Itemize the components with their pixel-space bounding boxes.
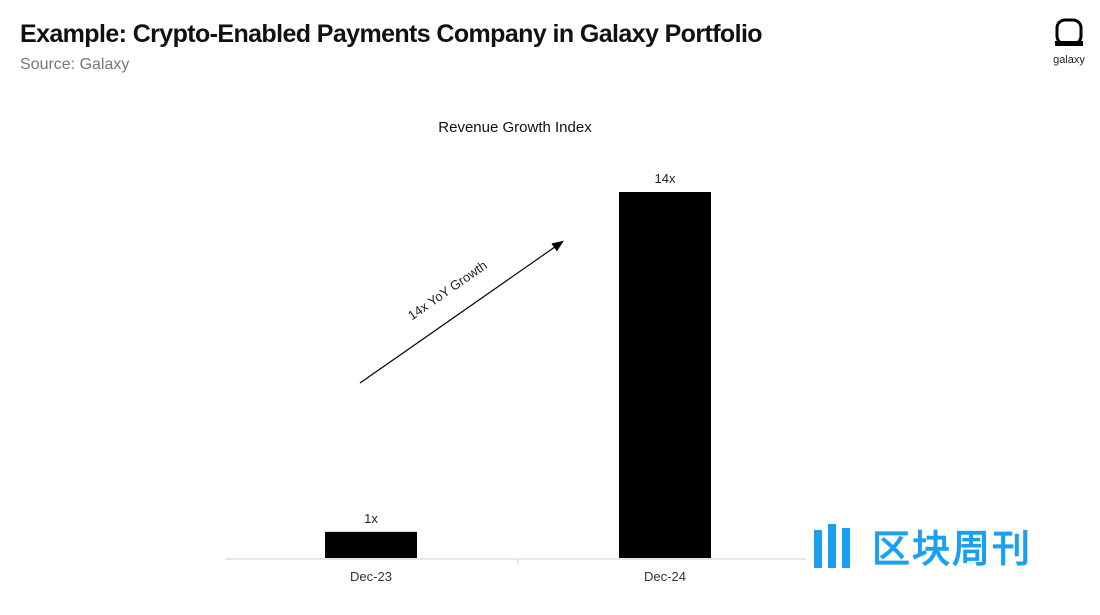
- bar-dec-24: [619, 192, 711, 558]
- galaxy-logo-icon: [1055, 18, 1083, 46]
- bar-dec-23: [325, 531, 417, 558]
- galaxy-logo: galaxy: [1048, 18, 1090, 70]
- chart-title: Revenue Growth Index: [438, 119, 592, 136]
- growth-arrow: [359, 240, 564, 384]
- galaxy-logo-text: galaxy: [1053, 54, 1085, 66]
- x-tick-label-dec-23: Dec-23: [350, 569, 392, 584]
- x-tick-label-dec-24: Dec-24: [644, 569, 686, 584]
- data-label-dec-24: 14x: [655, 171, 676, 186]
- data-label-dec-23: 1x: [364, 511, 378, 526]
- page-title: Example: Crypto-Enabled Payments Company…: [20, 20, 763, 48]
- watermark-text: 区块周刊: [872, 527, 1033, 571]
- growth-annotation: 14x YoY Growth: [405, 257, 490, 323]
- source-note: Source: Galaxy: [20, 56, 130, 73]
- watermark: 区块周刊: [806, 508, 1086, 588]
- blockchain-weekly-logo-icon: [814, 524, 850, 568]
